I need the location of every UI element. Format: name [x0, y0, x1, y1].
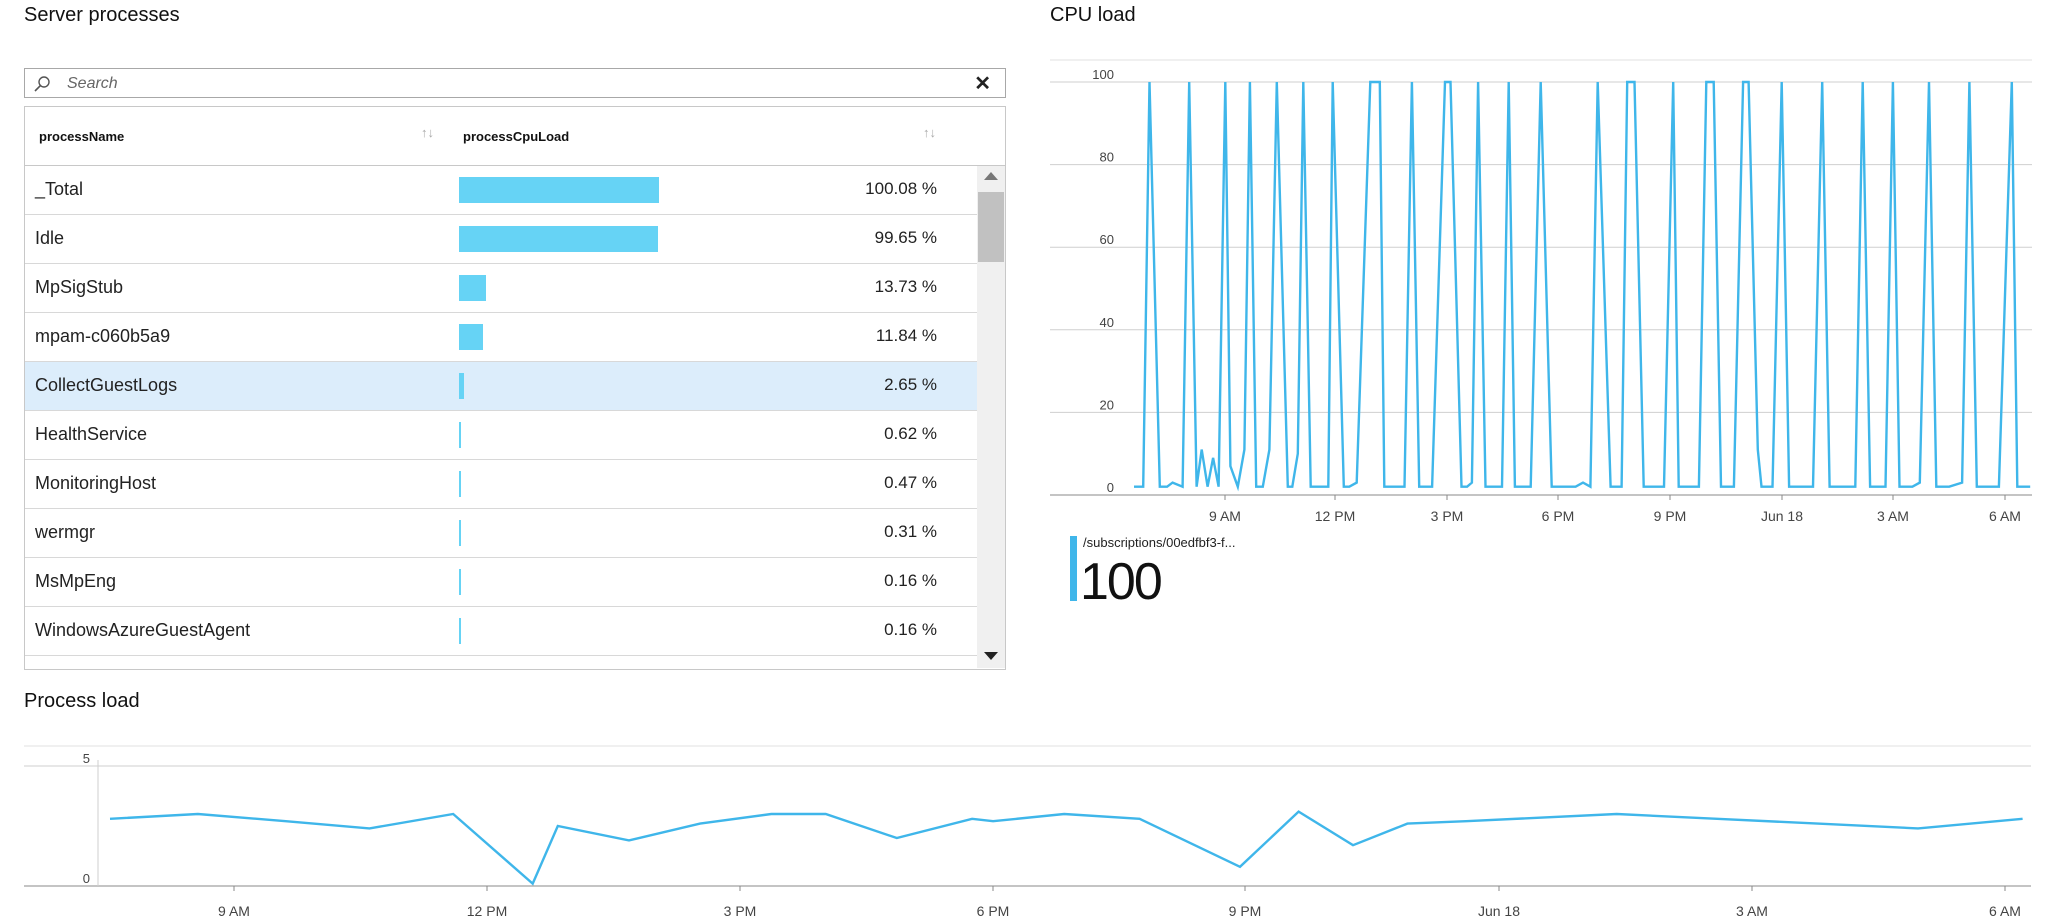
y-tick-label: 40: [1100, 315, 1114, 330]
legend-value: 100: [1080, 553, 1163, 611]
cpu-load-bar-track: [459, 324, 659, 350]
cpu-load-value-cell: 100.08 %: [865, 179, 937, 198]
x-tick-label: 9 AM: [218, 903, 250, 919]
cpu-load-bar-track: [459, 373, 659, 399]
scroll-thumb[interactable]: [978, 192, 1004, 262]
process-name-cell: HealthService: [35, 424, 148, 444]
cpu-load-bar: [459, 471, 461, 497]
cpu-load-bar-track: [459, 520, 659, 546]
server-processes-title: Server processes: [24, 4, 180, 26]
table-row[interactable]: CollectGuestLogs 2.65 %: [25, 362, 977, 411]
x-tick-label: 3 AM: [1736, 903, 1768, 919]
cpu-load-chart: 0 20 40 60 80 100 9 AM 12 PM 3 PM 6 PM 9 PM Jun 18 3…: [1050, 59, 2032, 524]
search-box[interactable]: ✕: [24, 68, 1006, 98]
cpu-load-bar: [459, 177, 659, 203]
sort-icon[interactable]: ↑↓: [923, 125, 936, 140]
cpu-load-bar: [459, 569, 461, 595]
scroll-down-arrow-icon[interactable]: [984, 652, 998, 660]
x-tick-label: Jun 18: [1478, 903, 1520, 919]
x-tick-label: 3 PM: [724, 903, 757, 919]
search-input[interactable]: [65, 71, 949, 97]
table-row[interactable]: _Total 100.08 %: [25, 166, 977, 215]
process-name-cell: MonitoringHost: [35, 473, 157, 493]
search-icon: [34, 76, 50, 92]
x-tick-label: 9 PM: [1229, 903, 1262, 919]
process-name-cell: WindowsAzureGuestAgent: [35, 620, 251, 640]
close-icon[interactable]: ✕: [974, 73, 991, 95]
vertical-scrollbar[interactable]: [977, 166, 1005, 668]
table-row[interactable]: Idle 99.65 %: [25, 215, 977, 264]
process-name-cell: Idle: [35, 228, 65, 248]
x-tick-label: 9 PM: [1654, 508, 1687, 524]
series-line: [109, 810, 2023, 886]
table-body: _Total 100.08 % Idle 99.65 % MpSigStub 13.73 …: [25, 166, 977, 656]
x-tick-label: 6 AM: [1989, 508, 2021, 524]
cpu-load-title: CPU load: [1050, 4, 1136, 26]
cpu-load-bar-track: [459, 569, 659, 595]
cpu-load-value-cell: 0.16 %: [884, 620, 937, 639]
series-line: [1134, 80, 2031, 492]
table-row[interactable]: HealthService 0.62 %: [25, 411, 977, 460]
cpu-load-bar-track: [459, 177, 659, 203]
cpu-load-bar: [459, 373, 465, 399]
x-tick-label: 9 AM: [1209, 508, 1241, 524]
y-tick-label: 100: [1092, 67, 1114, 82]
process-name-cell: MsMpEng: [35, 571, 117, 591]
cpu-load-bar: [459, 324, 483, 350]
cpu-load-value-cell: 0.47 %: [884, 473, 937, 492]
legend-color-bar: [1070, 536, 1077, 601]
y-tick-label: 80: [1100, 150, 1114, 165]
process-name-cell: CollectGuestLogs: [35, 375, 178, 395]
cpu-load-bar: [459, 226, 659, 252]
table-row[interactable]: MpSigStub 13.73 %: [25, 264, 977, 313]
cpu-load-bar: [459, 618, 461, 644]
legend-series-label[interactable]: /subscriptions/00edfbf3-f...: [1083, 535, 1236, 550]
cpu-load-bar-track: [459, 226, 659, 252]
cpu-load-bar: [459, 520, 461, 546]
cpu-load-bar: [459, 275, 487, 301]
table-row[interactable]: MsMpEng 0.16 %: [25, 558, 977, 607]
x-tick-label: 12 PM: [1315, 508, 1355, 524]
cpu-load-bar-track: [459, 422, 659, 448]
sort-icon[interactable]: ↑↓: [421, 125, 434, 140]
process-name-cell: MpSigStub: [35, 277, 124, 297]
table-header: processName ↑↓ processCpuLoad ↑↓: [25, 107, 1005, 166]
y-tick-label: 60: [1100, 232, 1114, 247]
process-table: processName ↑↓ processCpuLoad ↑↓ _Total 1…: [24, 106, 1006, 670]
y-tick-label: 0: [83, 871, 90, 886]
process-load-title: Process load: [24, 690, 140, 712]
cpu-load-value-cell: 13.73 %: [874, 277, 937, 296]
column-header-process-name[interactable]: processName: [39, 129, 125, 144]
y-tick-label: 20: [1100, 397, 1114, 412]
column-header-process-cpu-load[interactable]: processCpuLoad: [463, 129, 570, 144]
cpu-load-value-cell: 0.16 %: [884, 571, 937, 590]
x-tick-label: Jun 18: [1761, 508, 1803, 524]
y-tick-label: 5: [83, 751, 90, 766]
table-row[interactable]: MonitoringHost 0.47 %: [25, 460, 977, 509]
x-tick-label: 6 AM: [1989, 903, 2021, 919]
x-tick-label: 6 PM: [1542, 508, 1575, 524]
cpu-load-bar-track: [459, 275, 659, 301]
cpu-load-value-cell: 99.65 %: [874, 228, 937, 247]
cpu-load-value-cell: 0.62 %: [884, 424, 937, 443]
process-load-chart: 0 5 9 AM 12 PM 3 PM 6 PM 9 PM Jun 18 3 AM 6 AM: [24, 745, 2031, 919]
table-row[interactable]: mpam-c060b5a9 11.84 %: [25, 313, 977, 362]
cpu-load-bar-track: [459, 618, 659, 644]
process-name-cell: wermgr: [35, 522, 96, 542]
scroll-up-arrow-icon[interactable]: [984, 172, 998, 180]
cpu-load-value-cell: 2.65 %: [884, 375, 937, 394]
cpu-load-value-cell: 11.84 %: [875, 326, 937, 345]
process-name-cell: _Total: [35, 179, 84, 199]
cpu-load-bar-track: [459, 471, 659, 497]
x-tick-label: 6 PM: [977, 903, 1010, 919]
x-tick-label: 3 AM: [1877, 508, 1909, 524]
table-row[interactable]: WindowsAzureGuestAgent 0.16 %: [25, 607, 977, 656]
cpu-load-bar: [459, 422, 461, 448]
y-tick-label: 0: [1107, 480, 1114, 495]
x-tick-label: 3 PM: [1431, 508, 1464, 524]
cpu-load-value-cell: 0.31 %: [884, 522, 937, 541]
x-tick-label: 12 PM: [467, 903, 507, 919]
table-row[interactable]: wermgr 0.31 %: [25, 509, 977, 558]
process-name-cell: mpam-c060b5a9: [35, 326, 171, 346]
